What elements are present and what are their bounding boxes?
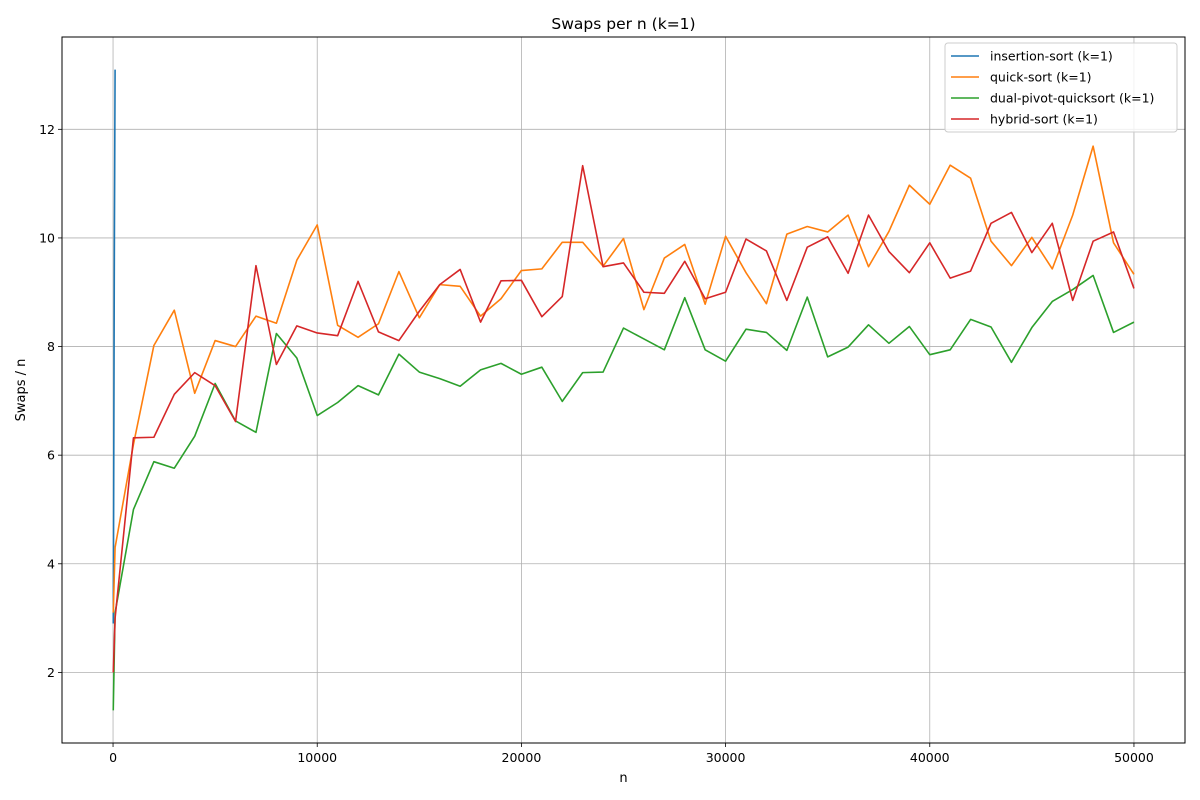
- y-tick-label: 12: [39, 122, 55, 137]
- x-tick-label: 20000: [502, 750, 542, 765]
- series-line-1: [112, 145, 1135, 613]
- x-tick-label: 30000: [706, 750, 746, 765]
- x-tick-label: 10000: [297, 750, 337, 765]
- y-tick-label: 6: [47, 448, 55, 463]
- x-tick-label: 40000: [910, 750, 950, 765]
- x-tick-label: 0: [109, 750, 117, 765]
- chart-title: Swaps per n (k=1): [551, 15, 695, 33]
- y-tick-label: 10: [39, 230, 55, 245]
- series-line-0: [112, 69, 116, 624]
- legend-label-0: insertion-sort (k=1): [990, 49, 1113, 64]
- series-line-2: [112, 274, 1135, 711]
- y-tick-label: 2: [47, 665, 55, 680]
- plot-area-frame: [61, 36, 1186, 744]
- y-tick-label: 4: [47, 556, 55, 571]
- legend-box: [944, 42, 1178, 133]
- axis-ticks: 0 10000 20000 30000 40000 50000 2 4 6 8 10 12: [39, 122, 1154, 765]
- legend: insertion-sort (k=1) quick-sort (k=1) dual…: [944, 42, 1178, 133]
- legend-label-3: hybrid-sort (k=1): [990, 112, 1098, 127]
- series-lines: [112, 69, 1135, 711]
- y-tick-label: 8: [47, 339, 55, 354]
- x-axis-label: n: [619, 771, 627, 786]
- legend-label-2: dual-pivot-quicksort (k=1): [990, 91, 1154, 106]
- x-tick-label: 50000: [1114, 750, 1154, 765]
- legend-label-1: quick-sort (k=1): [990, 70, 1092, 85]
- y-axis-label: Swaps / n: [14, 359, 29, 422]
- series-line-3: [112, 164, 1135, 673]
